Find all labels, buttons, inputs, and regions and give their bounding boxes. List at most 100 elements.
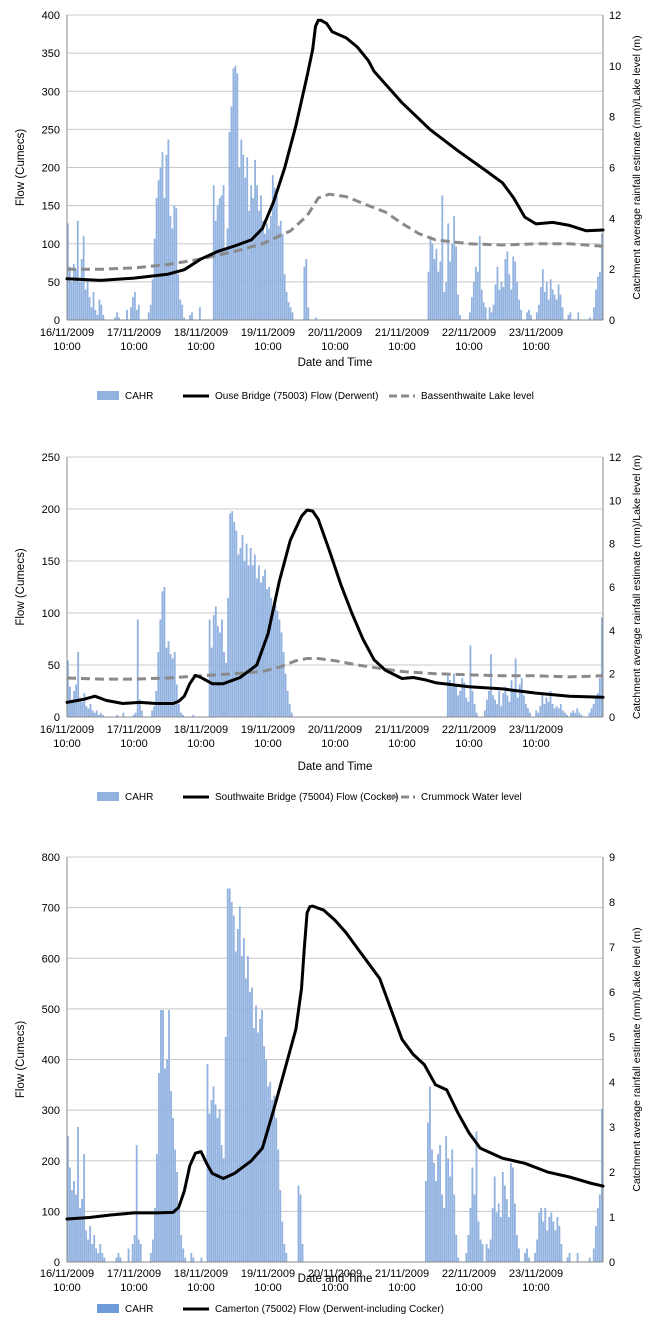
rain-bar <box>553 708 556 717</box>
rain-bar <box>429 236 432 320</box>
rain-bar <box>473 704 476 717</box>
x-tick-label: 10:00 <box>455 738 483 750</box>
rain-bar <box>277 225 280 320</box>
rain-bar <box>516 1235 518 1262</box>
x-tick-label: 20/11/2009 <box>308 1268 362 1280</box>
rain-bar <box>77 652 80 717</box>
rain-bar <box>229 513 232 717</box>
y2-tick-label: 12 <box>609 10 621 22</box>
rain-bar <box>169 654 172 717</box>
rain-bar <box>551 289 554 320</box>
rain-bar <box>471 691 474 717</box>
rain-bar <box>151 710 154 717</box>
rain-bar <box>241 535 244 717</box>
rain-bar <box>556 1217 559 1262</box>
rain-bar <box>94 309 97 320</box>
rain-bar <box>174 1149 177 1262</box>
rain-bar <box>265 1059 268 1262</box>
rain-bar <box>183 317 186 320</box>
rain-bar <box>72 264 75 320</box>
rain-bar <box>78 281 81 320</box>
rain-bar <box>236 929 239 1262</box>
legend-label-flow: Ouse Bridge (75003) Flow (Derwent) <box>215 391 378 402</box>
y2-axis-title: Catchment average rainfall estimate (mm)… <box>631 455 643 719</box>
x-tick-label: 21/11/2009 <box>375 1268 429 1280</box>
rain-bar <box>267 1086 270 1262</box>
x-tick-label: 21/11/2009 <box>375 724 429 736</box>
rain-bar <box>594 1226 597 1262</box>
rain-bar <box>155 198 158 320</box>
rain-bar <box>447 1158 450 1262</box>
rain-bar <box>561 307 564 320</box>
rain-bar <box>249 992 251 1262</box>
x-tick-label: 10:00 <box>120 738 148 750</box>
rain-bar <box>481 1244 484 1262</box>
rain-bar <box>559 704 562 717</box>
rain-bar <box>526 1248 528 1262</box>
rain-bar <box>472 281 475 320</box>
rain-bar <box>71 699 73 717</box>
rain-bar <box>506 695 509 717</box>
x-tick-label: 10:00 <box>522 1282 550 1294</box>
lake-level-line <box>67 192 604 271</box>
rain-bar <box>99 1244 102 1262</box>
x-tick-label: 17/11/2009 <box>107 724 161 736</box>
rain-bar <box>469 645 472 717</box>
rain-bar <box>498 691 501 717</box>
rain-bar <box>441 1194 444 1262</box>
rain-bar <box>262 220 264 320</box>
rain-bar <box>179 712 182 717</box>
rain-bar <box>269 1082 272 1262</box>
rain-bar <box>95 710 98 717</box>
rain-bar <box>455 1235 458 1262</box>
rain-bar <box>233 522 236 717</box>
rain-bar <box>505 1199 508 1262</box>
rain-bar <box>247 956 249 1262</box>
rain-bar <box>276 610 279 717</box>
rain-bar <box>541 693 544 717</box>
rain-bar <box>91 1244 94 1262</box>
rain-bar <box>281 1221 284 1262</box>
rain-bar <box>232 68 235 320</box>
rain-bar <box>76 220 79 320</box>
rain-bar <box>117 1253 120 1262</box>
y2-tick-label: 0 <box>609 1257 615 1269</box>
x-tick-label: 18/11/2009 <box>174 1268 228 1280</box>
rain-bar <box>479 1239 482 1262</box>
rain-bar <box>116 312 119 320</box>
y-tick-label: 100 <box>42 239 60 251</box>
rain-bar <box>289 307 292 320</box>
rain-bar <box>492 304 495 320</box>
rain-bar <box>98 299 101 320</box>
rain-bar <box>165 154 168 320</box>
rain-bar <box>67 660 69 717</box>
rain-bar <box>122 712 125 717</box>
y2-tick-label: 8 <box>609 897 615 909</box>
rain-bar <box>527 708 529 717</box>
rain-bar <box>502 693 505 717</box>
rain-bar <box>593 307 595 320</box>
rain-bar <box>283 274 286 320</box>
rain-bar <box>253 1028 255 1262</box>
rain-bar <box>103 1257 106 1262</box>
rain-bar <box>433 259 436 320</box>
x-tick-label: 10:00 <box>120 1282 148 1294</box>
y2-tick-label: 7 <box>609 942 615 954</box>
rain-bar <box>555 706 558 717</box>
rain-bar <box>270 597 273 717</box>
rain-bar <box>484 307 487 320</box>
rain-bar <box>177 274 180 320</box>
rain-bar <box>480 289 483 320</box>
rain-bar <box>68 266 71 320</box>
rain-bar <box>546 1230 549 1262</box>
rain-bar <box>190 1253 193 1262</box>
y2-tick-label: 9 <box>609 852 615 864</box>
rain-bar <box>447 223 450 320</box>
rain-bar <box>99 712 102 717</box>
rain-bar <box>275 195 278 320</box>
x-tick-label: 21/11/2009 <box>375 327 429 339</box>
rain-bar <box>553 294 556 320</box>
x-axis-title: Date and Time <box>298 357 373 369</box>
rain-bar <box>200 1257 203 1262</box>
rain-bar <box>457 1257 460 1262</box>
